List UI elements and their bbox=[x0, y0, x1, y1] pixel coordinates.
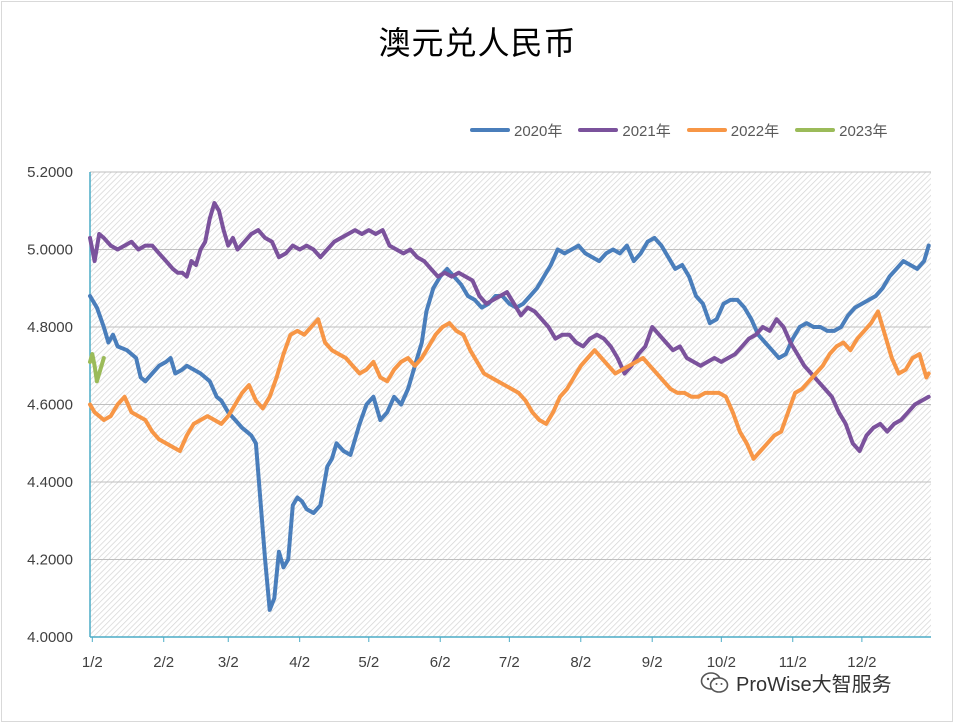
legend-swatch-2023 bbox=[795, 128, 836, 132]
series-line-2020年 bbox=[88, 235, 931, 612]
x-tick-label: 10/2 bbox=[707, 654, 736, 671]
x-tick-label: 12/2 bbox=[847, 654, 876, 671]
legend-swatch-2020 bbox=[470, 128, 510, 132]
legend-label-2022: 2022年 bbox=[730, 122, 780, 140]
y-tick-label: 4.2000 bbox=[27, 552, 73, 569]
x-tick-label: 1/2 bbox=[82, 654, 103, 671]
watermark: ProWise大智服务 bbox=[700, 668, 892, 697]
wechat-icon bbox=[700, 671, 729, 693]
chart-title: 澳元兑人民币 bbox=[378, 24, 577, 62]
x-tick-label: 6/2 bbox=[430, 654, 451, 671]
y-tick-label: 4.0000 bbox=[27, 629, 73, 646]
series-line-2021年 bbox=[88, 201, 931, 453]
x-tick-label: 7/2 bbox=[499, 654, 520, 671]
legend-label-2020: 2020年 bbox=[514, 122, 563, 140]
legend-swatch-2022 bbox=[686, 128, 727, 132]
y-tick-label: 5.2000 bbox=[27, 164, 73, 181]
legend-swatch-2021 bbox=[578, 128, 619, 132]
legend-item-2021[interactable]: 2021年 bbox=[578, 120, 671, 141]
y-tick-label: 4.6000 bbox=[27, 397, 73, 414]
legend-label-2021: 2021年 bbox=[622, 122, 671, 140]
legend-label-2023: 2023年 bbox=[839, 122, 888, 140]
y-tick-label: 4.8000 bbox=[27, 319, 73, 336]
series-line-2022年 bbox=[88, 309, 931, 461]
watermark-text: ProWise大智服务 bbox=[736, 674, 892, 696]
x-tick-label: 11/2 bbox=[779, 654, 807, 671]
y-tick-label: 5.0000 bbox=[27, 242, 73, 259]
y-tick-label: 4.4000 bbox=[27, 474, 73, 491]
chart-legend: 2020年 2021年 2022年 2023年 bbox=[470, 120, 904, 140]
series-line-2023年 bbox=[88, 352, 106, 384]
x-tick-label: 3/2 bbox=[218, 654, 239, 671]
legend-item-2023[interactable]: 2023年 bbox=[795, 120, 888, 141]
legend-item-2020[interactable]: 2020年 bbox=[470, 120, 562, 141]
x-tick-label: 2/2 bbox=[153, 654, 174, 671]
legend-item-2022[interactable]: 2022年 bbox=[686, 120, 780, 141]
x-tick-label: 4/2 bbox=[289, 654, 310, 671]
x-tick-label: 8/2 bbox=[570, 654, 591, 671]
x-tick-label: 9/2 bbox=[642, 654, 663, 671]
x-tick-label: 5/2 bbox=[358, 654, 379, 671]
